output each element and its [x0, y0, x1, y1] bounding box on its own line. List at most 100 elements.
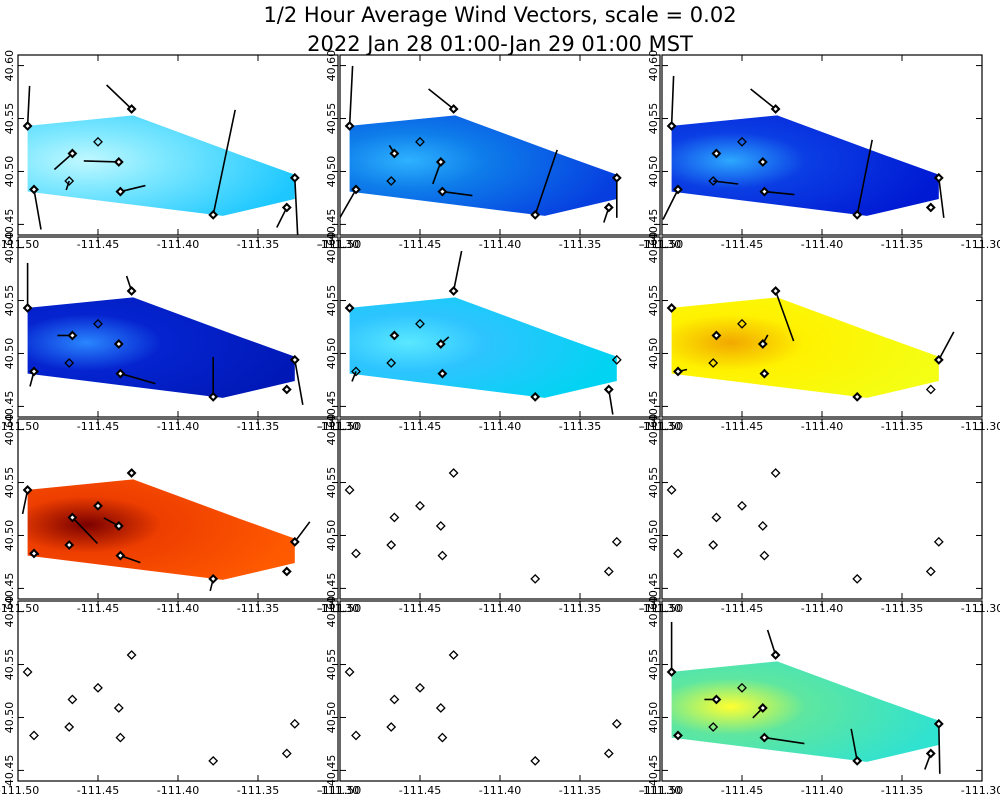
y-tick-label: 40.45 [3, 573, 16, 605]
x-tick-label: -111.45 [721, 420, 763, 433]
x-tick-label: -111.35 [237, 238, 279, 251]
x-tick-label: -111.30 [961, 238, 1000, 251]
panel-1: -111.50 -111.45 -111.40 -111.35 -111.3040.45… [0, 50, 359, 251]
y-tick-label: 40.45 [325, 209, 338, 241]
station-marker [530, 573, 541, 584]
y-tick-label: 40.50 [325, 338, 338, 370]
y-tick-label: 40.55 [647, 649, 660, 681]
station-marker [759, 550, 770, 561]
y-tick-label: 40.55 [325, 103, 338, 135]
station-marker-core [762, 735, 767, 740]
station-marker [415, 136, 425, 147]
station-marker [666, 485, 677, 495]
station-marker-core [676, 369, 680, 374]
station-marker [415, 500, 425, 511]
y-tick-label: 40.45 [3, 755, 16, 787]
station-marker-core [32, 187, 36, 192]
x-tick-label: -111.35 [237, 420, 279, 433]
chart-subtitle: 2022 Jan 28 01:00-Jan 29 01:00 MST [307, 32, 693, 56]
y-tick-label: 40.60 [647, 232, 660, 264]
wind-vector [534, 149, 558, 216]
station-marker-core [70, 333, 75, 338]
station-marker-core [762, 371, 767, 376]
y-tick-label: 40.50 [3, 338, 16, 370]
y-tick-label: 40.60 [325, 232, 338, 264]
x-tick-label: -111.40 [479, 238, 521, 251]
y-tick-label: 40.50 [647, 520, 660, 552]
y-tick-label: 40.55 [647, 103, 660, 135]
station-marker [351, 548, 361, 559]
y-tick-label: 40.55 [647, 285, 660, 317]
station-marker-core [70, 151, 75, 156]
station-marker-core [347, 123, 352, 128]
station-marker-core [676, 187, 680, 192]
x-tick-label: -111.35 [881, 420, 923, 433]
y-tick-label: 40.50 [3, 702, 16, 734]
station-marker [115, 732, 126, 743]
station-marker [603, 566, 614, 577]
station-marker-core [118, 371, 123, 376]
station-marker-core [292, 175, 297, 180]
station-marker [435, 703, 446, 713]
x-tick-label: -111.40 [157, 420, 199, 433]
station-marker [603, 748, 614, 759]
y-tick-label: 40.45 [647, 755, 660, 787]
station-marker [208, 755, 219, 766]
wind-vector [351, 371, 357, 382]
x-tick-label: -111.35 [559, 784, 601, 797]
panel-6: -111.50 -111.45 -111.40 -111.35 -111.3040.45… [641, 232, 1000, 433]
x-tick-label: -111.35 [559, 602, 601, 615]
station-marker-core [292, 539, 297, 544]
panel-grid: -111.50 -111.45 -111.40 -111.35 -111.3040.45… [0, 50, 1000, 797]
station-marker-core [855, 758, 860, 763]
station-marker-core [451, 107, 456, 111]
x-tick-label: -111.40 [801, 420, 843, 433]
station-marker-core [116, 523, 121, 528]
y-tick-label: 40.50 [325, 156, 338, 188]
y-tick-label: 40.60 [3, 596, 16, 628]
station-marker-core [936, 357, 941, 362]
station-marker-core [96, 503, 100, 508]
wind-vector [71, 516, 98, 545]
y-tick-label: 40.55 [3, 285, 16, 317]
station-marker [386, 540, 397, 550]
station-marker [448, 650, 459, 660]
y-tick-label: 40.45 [647, 391, 660, 423]
station-marker-core [25, 305, 30, 310]
wind-vector [938, 177, 945, 218]
wind-vector [340, 189, 357, 220]
station-marker-core [284, 387, 289, 392]
station-marker [770, 468, 781, 478]
station-marker-core [392, 151, 397, 156]
y-tick-label: 40.55 [3, 103, 16, 135]
wind-vector [442, 190, 473, 197]
station-marker-core [928, 751, 933, 756]
interpolated-field [27, 297, 295, 398]
x-tick-label: -111.30 [961, 602, 1000, 615]
wind-vector [938, 331, 955, 361]
station-marker [22, 667, 33, 677]
station-marker [386, 722, 397, 732]
panel-10: -111.50 -111.45 -111.40 -111.35 -111.3040.45… [0, 596, 359, 797]
station-marker [925, 566, 936, 577]
station-marker [711, 512, 722, 523]
interpolated-field [27, 479, 295, 580]
x-tick-label: -111.45 [399, 238, 441, 251]
station-marker [708, 176, 719, 186]
chart-title: 1/2 Hour Average Wind Vectors, scale = 0… [263, 3, 736, 27]
station-marker-core [760, 705, 765, 710]
x-tick-label: -111.35 [881, 238, 923, 251]
x-tick-label: -111.45 [77, 602, 119, 615]
station-marker-core [32, 551, 36, 556]
wind-vector [938, 723, 941, 774]
station-marker-core [438, 341, 443, 346]
y-tick-label: 40.50 [647, 156, 660, 188]
x-tick-label: -111.45 [721, 238, 763, 251]
interpolated-field [349, 297, 617, 398]
interpolated-field [349, 115, 617, 216]
x-tick-label: -111.30 [639, 784, 681, 797]
station-marker [737, 500, 747, 511]
station-marker [351, 730, 361, 741]
x-tick-label: -111.50 [641, 784, 683, 797]
x-tick-label: -111.30 [317, 784, 359, 797]
